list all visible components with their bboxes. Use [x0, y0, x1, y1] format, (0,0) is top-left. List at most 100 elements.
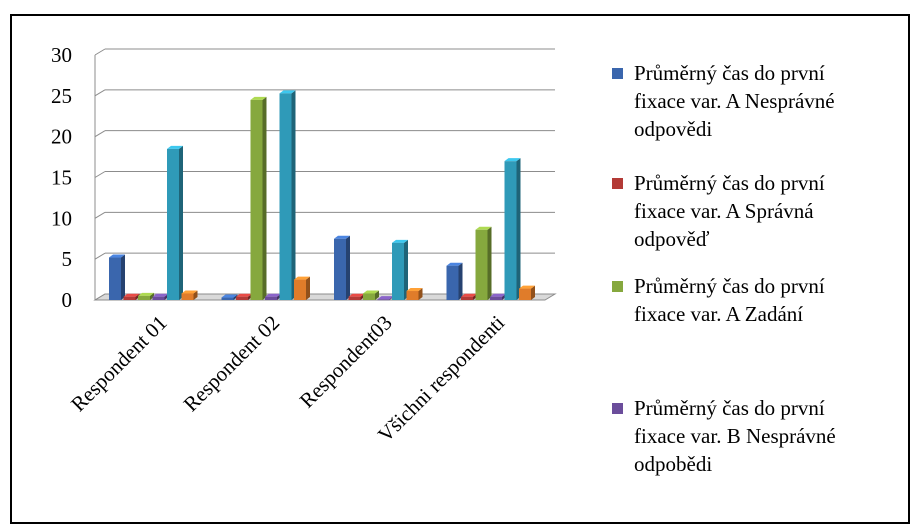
bar-side	[262, 96, 267, 301]
bar	[519, 285, 535, 300]
y-tick-label: 15	[51, 166, 72, 190]
gridline-depth	[94, 252, 106, 260]
bar-top	[334, 235, 350, 239]
bar-top	[138, 292, 154, 296]
bar-front	[392, 242, 404, 300]
bar-side	[487, 226, 492, 300]
bar-front	[152, 296, 165, 300]
bar-side	[150, 292, 154, 300]
bar-top	[167, 145, 183, 149]
legend-swatch	[612, 281, 623, 292]
bar-top	[348, 293, 365, 297]
bar-side	[404, 239, 408, 300]
bar-side	[121, 254, 125, 300]
bar	[109, 254, 125, 300]
legend-label: fixace var. A Nesprávné	[634, 89, 835, 113]
bar-top	[392, 239, 408, 243]
bar-front	[461, 296, 473, 300]
legend-swatch	[612, 178, 623, 189]
x-tick-label: Respondent 01	[66, 311, 172, 417]
bar-top	[406, 288, 423, 292]
bar	[334, 235, 350, 300]
legend-label: fixace var. B Nesprávné	[634, 424, 836, 448]
bar-front	[490, 296, 502, 300]
bar-front	[236, 296, 248, 300]
bar-front	[406, 291, 419, 300]
y-tick-label: 10	[51, 206, 72, 230]
bar-front	[348, 296, 361, 300]
bar-front	[504, 161, 517, 300]
bar	[279, 90, 296, 300]
bar	[363, 290, 379, 300]
bar	[221, 294, 238, 300]
legend-swatch	[612, 68, 623, 79]
bar-side	[346, 235, 350, 300]
legend-item: Průměrný čas do první fixace var. B Nespr…	[612, 396, 836, 476]
bar-front	[221, 297, 234, 300]
bar-top	[363, 290, 379, 294]
x-tick-label: Všichni respondenti	[373, 310, 509, 446]
bar-side	[516, 158, 521, 300]
gridline-depth	[94, 293, 106, 301]
bar-top	[294, 276, 310, 280]
bar-front	[250, 99, 263, 301]
bar-side	[193, 290, 198, 300]
x-tick-label: Respondent03	[295, 311, 397, 413]
gridline-depth	[94, 130, 106, 138]
bar	[475, 226, 492, 300]
bar-side	[418, 288, 423, 300]
bar	[250, 96, 267, 301]
bar	[406, 288, 423, 300]
gridline-depth	[94, 171, 106, 178]
bar	[123, 293, 140, 300]
bar-side	[291, 90, 296, 300]
bar	[138, 292, 154, 300]
bar-top	[377, 296, 394, 300]
bar-front	[123, 296, 136, 300]
y-tick-label: 30	[51, 43, 72, 67]
legend-swatch	[612, 403, 623, 414]
bar	[167, 145, 183, 300]
bar-side	[458, 262, 463, 300]
legend-label: odpovědi	[634, 117, 712, 141]
legend-label: fixace var. A Správná	[634, 199, 814, 223]
bar-top	[221, 294, 238, 298]
bar-top	[152, 293, 169, 297]
y-tick-label: 0	[62, 288, 73, 312]
bar-front	[519, 288, 531, 300]
bar-front	[294, 279, 306, 300]
bar-front	[167, 148, 179, 300]
bar-top	[504, 158, 521, 162]
bar-top	[519, 285, 535, 289]
bar	[181, 290, 198, 300]
gridline-depth	[94, 48, 106, 56]
bar-top	[461, 293, 477, 297]
legend-label: fixace var. A Zadání	[634, 302, 803, 326]
y-tick-label: 20	[51, 125, 72, 149]
bar-top	[250, 96, 267, 100]
y-tick-label: 5	[62, 247, 73, 271]
y-tick-label: 25	[51, 84, 72, 108]
legend-label: Průměrný čas do první	[634, 396, 825, 420]
bar-top	[123, 293, 140, 297]
x-tick-label: Respondent 02	[179, 311, 285, 417]
bar-top	[279, 90, 296, 94]
bar-front	[475, 229, 488, 300]
bar-front	[279, 93, 292, 300]
bar-side	[531, 285, 535, 300]
bar-top	[446, 262, 463, 266]
bar-side	[179, 145, 183, 300]
bar-chart: 0 5 10 15 20 25 30 Respondent 01 Respondent 02 Re…	[51, 43, 836, 476]
bar	[504, 158, 521, 300]
bar-front	[363, 293, 375, 300]
bar-front	[138, 295, 150, 300]
legend-label: odpobědi	[634, 452, 712, 476]
bar-side	[375, 290, 379, 300]
bar	[392, 239, 408, 300]
bar-top	[236, 293, 252, 297]
gridline-depth	[94, 211, 106, 219]
bar-front	[109, 257, 121, 300]
legend-item: Průměrný čas do první fixace var. A Správ…	[612, 171, 825, 251]
bar-top	[181, 290, 198, 294]
bar	[294, 276, 310, 300]
